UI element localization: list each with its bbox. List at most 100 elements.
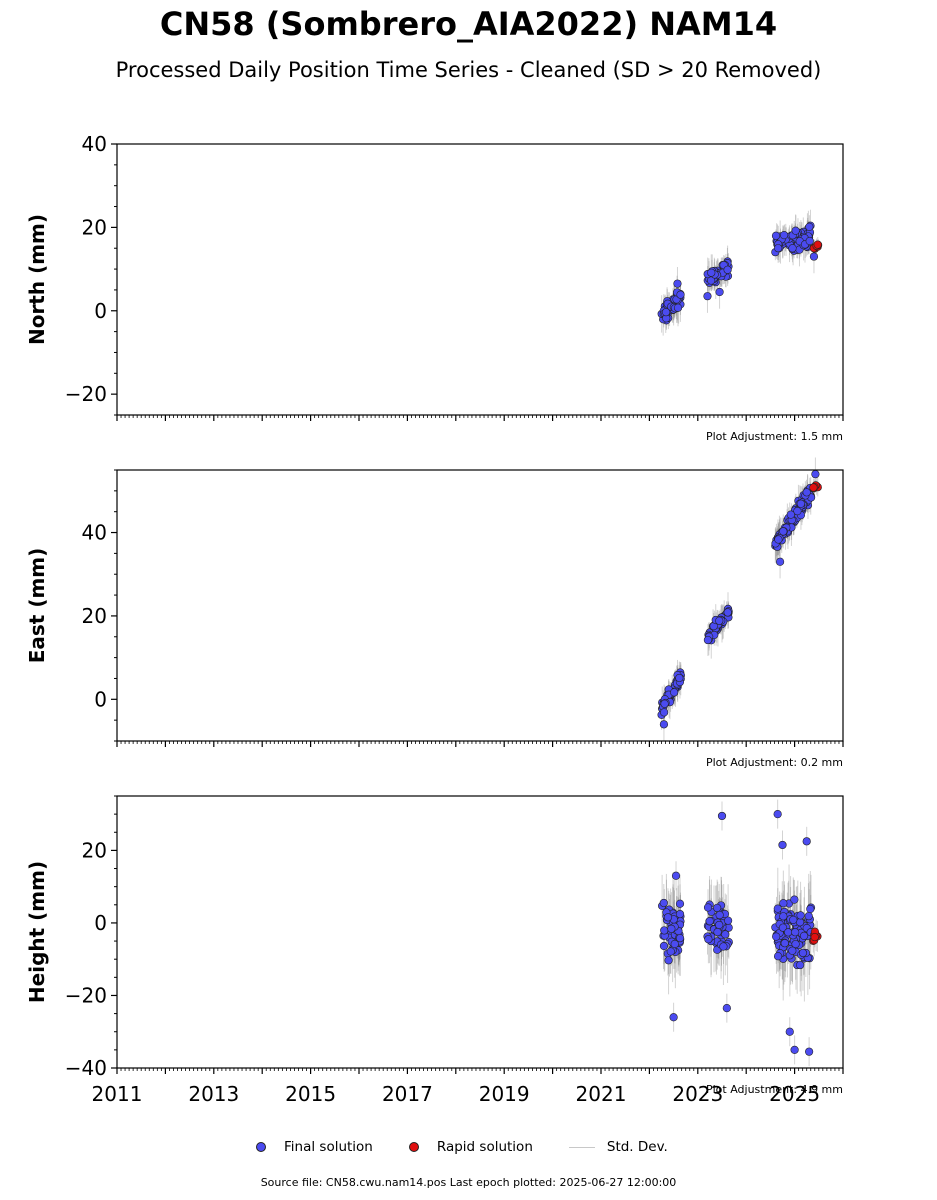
height-final-point: [670, 939, 679, 949]
east-final-point: [802, 488, 811, 497]
north-final-point: [788, 244, 797, 253]
height-final-point: [773, 952, 783, 961]
east-final-point: [786, 510, 795, 519]
height-final-point: [703, 903, 713, 912]
height-final-point: [715, 910, 724, 920]
north-final-point: [774, 244, 783, 253]
east-final-point: [703, 635, 713, 645]
height-final-point: [779, 899, 788, 908]
north-axes-frame: [116, 143, 844, 416]
north-y-tick-label: 40: [82, 132, 107, 156]
height-x-tick-label: 2019: [479, 1082, 530, 1106]
height-final-point: [789, 915, 798, 924]
height-final-point: [802, 837, 811, 846]
height-final-point: [675, 899, 685, 908]
height-final-point: [713, 903, 722, 913]
height-final-point: [666, 947, 675, 956]
height-x-tick-label: 2015: [285, 1082, 336, 1106]
east-final-point: [779, 527, 788, 536]
source-note: Source file: CN58.cwu.nam14.pos Last epo…: [260, 1176, 677, 1189]
height-rapid-point: [810, 932, 819, 942]
legend-item-final: Final solution: [250, 1139, 373, 1155]
legend-item-rapid: Rapid solution: [403, 1139, 533, 1155]
legend-label-std: Std. Dev.: [606, 1139, 668, 1155]
std-dev-line-icon: [568, 1146, 595, 1148]
height-x-tick-label: 2025: [769, 1082, 820, 1106]
height-final-point: [805, 1047, 814, 1056]
east-final-point: [659, 720, 669, 729]
height-final-point: [659, 898, 668, 908]
height-final-point: [713, 927, 722, 937]
north-final-point: [661, 308, 671, 317]
east-final-point: [811, 470, 820, 479]
height-final-point: [704, 935, 713, 944]
north-rapid-point: [813, 240, 822, 249]
north-final-point: [723, 265, 732, 274]
height-final-point: [796, 960, 805, 970]
height-final-point: [664, 956, 673, 965]
legend-label-rapid: Rapid solution: [436, 1139, 533, 1155]
height-final-point: [663, 913, 673, 922]
north-final-point: [791, 226, 800, 235]
height-final-point: [659, 941, 669, 951]
north-final-point: [805, 222, 814, 231]
east-axes-frame: [116, 469, 844, 742]
north-final-point: [673, 279, 682, 288]
north-final-point: [805, 236, 814, 246]
east-final-point: [660, 699, 669, 708]
height-y-tick-label: 20: [82, 838, 107, 862]
north-y-tick-label: 20: [82, 215, 107, 239]
final-solution-marker-icon: [256, 1142, 266, 1152]
east-y-tick-label: 40: [82, 521, 107, 545]
east-final-point: [660, 708, 669, 717]
east-final-point: [670, 688, 679, 697]
height-final-point: [675, 934, 685, 943]
height-final-point: [804, 912, 813, 921]
height-y-tick-label: −40: [65, 1056, 107, 1080]
height-final-point: [721, 930, 730, 939]
height-final-point: [806, 904, 815, 914]
east-final-point: [774, 535, 783, 544]
height-final-point: [790, 895, 799, 904]
height-final-point: [772, 932, 781, 941]
height-final-point: [773, 904, 782, 913]
height-final-point: [785, 1027, 794, 1036]
north-final-point: [707, 268, 716, 277]
height-final-point: [791, 939, 800, 949]
height-final-point: [798, 948, 808, 958]
north-y-axis-label: North (mm): [25, 214, 49, 345]
height-final-point: [778, 923, 788, 932]
height-final-point: [669, 1013, 678, 1022]
north-final-point: [673, 303, 683, 312]
height-final-point: [717, 811, 727, 821]
north-final-point: [676, 290, 685, 299]
height-x-tick-label: 2023: [672, 1082, 723, 1106]
east-final-point: [775, 557, 785, 566]
rapid-solution-marker-icon: [408, 1142, 419, 1152]
height-final-point: [796, 911, 805, 920]
height-x-tick-label: 2011: [92, 1082, 143, 1106]
legend-label-final: Final solution: [284, 1139, 373, 1155]
north-plot-adjustment: Plot Adjustment: 1.5 mm: [706, 430, 843, 443]
height-final-point: [722, 1004, 731, 1013]
north-y-tick-label: −20: [65, 382, 107, 406]
east-y-tick-label: 0: [94, 687, 107, 711]
height-y-tick-label: 0: [94, 911, 107, 935]
east-final-point: [793, 507, 802, 516]
east-y-tick-label: 20: [82, 604, 107, 628]
height-final-point: [671, 871, 681, 880]
east-final-point: [796, 499, 805, 508]
height-final-point: [773, 810, 782, 819]
north-final-point: [779, 231, 789, 240]
height-x-tick-label: 2013: [188, 1082, 239, 1106]
north-final-point: [715, 287, 724, 297]
height-final-point: [778, 840, 787, 850]
height-final-point: [719, 942, 728, 951]
height-final-point: [791, 928, 800, 937]
height-x-tick-label: 2017: [382, 1082, 433, 1106]
east-y-axis-label: East (mm): [25, 548, 49, 664]
north-final-point: [703, 292, 712, 301]
height-final-point: [705, 917, 714, 926]
height-y-axis-label: Height (mm): [25, 861, 49, 1003]
height-final-point: [795, 918, 805, 927]
